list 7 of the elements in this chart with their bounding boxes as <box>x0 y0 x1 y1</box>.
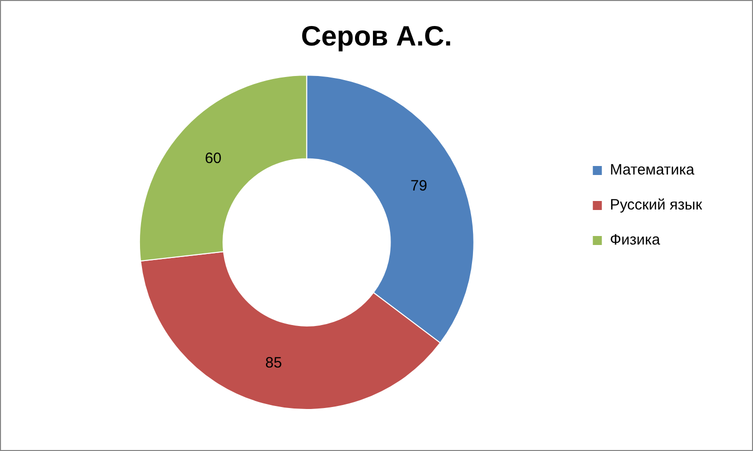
legend-label: Математика <box>610 162 696 179</box>
legend-label: Физика <box>610 232 661 249</box>
data-label: 60 <box>204 150 222 167</box>
data-label: 85 <box>265 354 282 372</box>
data-label: 79 <box>410 177 428 194</box>
legend-label: Русский язык <box>610 196 702 214</box>
chart-title: Серов А.С. <box>301 20 452 52</box>
